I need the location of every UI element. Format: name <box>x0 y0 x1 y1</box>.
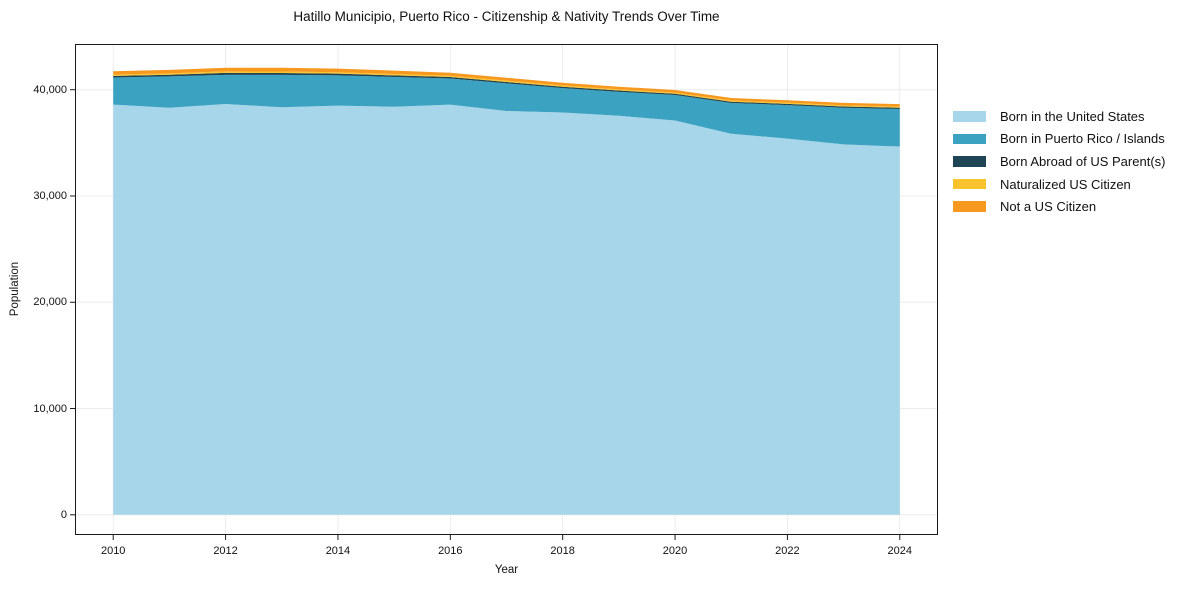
y-axis-title: Population <box>9 261 21 317</box>
legend-label: Born Abroad of US Parent(s) <box>1000 153 1166 169</box>
legend-swatch <box>953 201 986 212</box>
legend-label: Born in the United States <box>1000 108 1145 124</box>
x-tick-label: 2010 <box>100 545 126 557</box>
legend-label: Born in Puerto Rico / Islands <box>1000 131 1165 147</box>
y-tick-label: 40,000 <box>33 83 67 96</box>
legend-label: Not a US Citizen <box>1000 199 1097 215</box>
y-tick-label: 20,000 <box>33 296 67 309</box>
area-series-1 <box>113 104 900 515</box>
legend-item: Born Abroad of US Parent(s) <box>953 150 1165 173</box>
legend-swatch <box>953 111 986 122</box>
x-tick-label: 2024 <box>887 545 913 557</box>
x-tick-label: 2018 <box>550 545 575 557</box>
x-axis-title: Year <box>494 564 519 576</box>
legend-item: Born in the United States <box>953 105 1165 128</box>
chart-title: Hatillo Municipio, Puerto Rico - Citizen… <box>293 9 720 24</box>
legend-swatch <box>953 156 986 167</box>
plot-area <box>70 44 938 540</box>
x-tick-label: 2022 <box>775 545 800 557</box>
legend-label: Naturalized US Citizen <box>1000 176 1131 192</box>
x-tick-label: 2016 <box>438 545 463 557</box>
x-tick-label: 2014 <box>325 545 351 557</box>
legend: Born in the United States Born in Puerto … <box>953 105 1165 218</box>
plot-border <box>75 44 938 535</box>
legend-item: Naturalized US Citizen <box>953 173 1165 196</box>
y-tick-label: 30,000 <box>33 189 67 202</box>
legend-swatch <box>953 178 986 190</box>
area-series-5 <box>113 67 900 107</box>
x-tick-label: 2020 <box>662 545 688 557</box>
area-series-2 <box>113 74 900 147</box>
y-tick-label: 10,000 <box>33 402 67 415</box>
x-tick-label: 2012 <box>213 545 238 557</box>
area-series-3 <box>113 72 900 110</box>
legend-swatch <box>953 133 986 145</box>
legend-item: Born in Puerto Rico / Islands <box>953 128 1165 151</box>
y-tick-label: 0 <box>60 508 67 521</box>
legend-item: Not a US Citizen <box>953 195 1165 218</box>
stacked-area-chart <box>70 44 938 540</box>
